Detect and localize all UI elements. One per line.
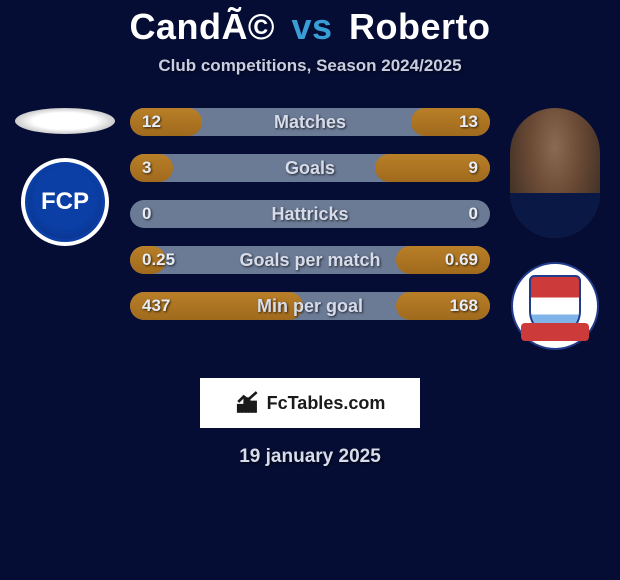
left-column: FCP — [10, 108, 120, 246]
stat-row: Min per goal437 168 — [130, 292, 490, 320]
stat-value-left: 12 — [142, 108, 161, 136]
page-title: CandÃ© vs Roberto — [0, 0, 620, 48]
club-right-shield — [529, 275, 581, 337]
watermark: FcTables.com — [200, 378, 420, 428]
stat-label: Matches — [130, 108, 490, 136]
stat-value-left: 3 — [142, 154, 151, 182]
comparison-panel: FCP Matches12 13 Goals3 9 Hattricks0 0 Goals p… — [0, 108, 620, 350]
stats-table: Matches12 13 Goals3 9 Hattricks0 0 Goals per m… — [130, 108, 490, 320]
stat-value-right: 0.69 — [445, 246, 478, 274]
stat-row: Hattricks0 0 — [130, 200, 490, 228]
club-left-label: FCP — [41, 188, 89, 216]
chart-icon — [235, 390, 261, 416]
player1-avatar — [15, 108, 115, 134]
club-right-badge — [511, 262, 599, 350]
stat-label: Min per goal — [130, 292, 490, 320]
stat-label: Hattricks — [130, 200, 490, 228]
stat-value-left: 0.25 — [142, 246, 175, 274]
stat-label: Goals per match — [130, 246, 490, 274]
watermark-text: FcTables.com — [267, 393, 386, 414]
stat-row: Matches12 13 — [130, 108, 490, 136]
stat-value-left: 0 — [142, 200, 151, 228]
player2-avatar — [510, 108, 600, 238]
club-left-badge: FCP — [21, 158, 109, 246]
right-column — [500, 108, 610, 350]
subtitle: Club competitions, Season 2024/2025 — [0, 56, 620, 76]
stat-value-right: 168 — [450, 292, 478, 320]
player2-name: Roberto — [349, 6, 491, 47]
vs-separator: vs — [291, 6, 332, 47]
date: 19 january 2025 — [0, 446, 620, 468]
stat-value-left: 437 — [142, 292, 170, 320]
stat-value-right: 13 — [459, 108, 478, 136]
player1-name: CandÃ© — [129, 6, 275, 47]
stat-value-right: 0 — [469, 200, 478, 228]
stat-row: Goals per match0.25 0.69 — [130, 246, 490, 274]
stat-label: Goals — [130, 154, 490, 182]
club-right-banner — [521, 323, 589, 341]
stat-value-right: 9 — [469, 154, 478, 182]
stat-row: Goals3 9 — [130, 154, 490, 182]
